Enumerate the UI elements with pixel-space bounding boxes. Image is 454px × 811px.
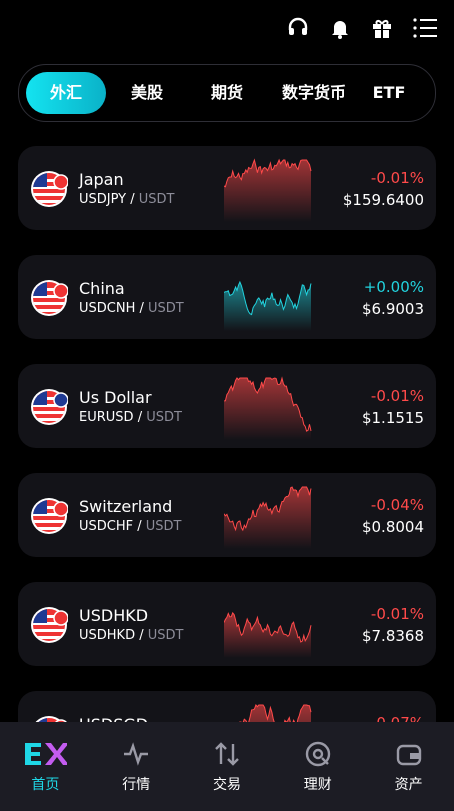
- nav-icon: [305, 741, 330, 767]
- market-name: Switzerland: [79, 497, 173, 516]
- pair-quote: USDT: [145, 519, 182, 534]
- sparkline: [224, 486, 312, 549]
- nav-icon: [124, 742, 149, 766]
- nav-label: 资产: [394, 777, 423, 793]
- flag-icon: [31, 498, 68, 534]
- pair-separator: /: [137, 410, 143, 425]
- pair-separator: /: [139, 628, 144, 643]
- market-name: Japan: [79, 170, 124, 189]
- bell-icon[interactable]: [328, 16, 352, 40]
- pair-base: USDJPY: [79, 192, 127, 207]
- market-card[interactable]: Us Dollar EURUSD / USDT -0.01% $1.1515: [18, 364, 436, 448]
- nav-item[interactable]: 理财: [272, 722, 363, 811]
- pair-base: USDCHF: [79, 519, 134, 534]
- market-card[interactable]: China USDCNH / USDT +0.00% $6.9003: [18, 255, 436, 339]
- nav-label: 交易: [212, 777, 241, 793]
- pair-quote: USDT: [146, 410, 182, 425]
- nav-item[interactable]: 资产: [363, 722, 454, 811]
- pair-separator: /: [139, 301, 144, 316]
- price: $7.8368: [361, 627, 424, 645]
- nav-icon: [396, 744, 421, 766]
- nav-icon: [25, 743, 68, 765]
- sparkline: [224, 280, 312, 331]
- market-name: China: [79, 279, 125, 298]
- bottom-nav: 首页 行情 交易 理财 资产: [0, 722, 454, 811]
- market-pair: USDHKD / USDT: [79, 628, 183, 643]
- pair-separator: /: [130, 192, 135, 207]
- nav-item[interactable]: 首页: [0, 722, 91, 811]
- market-pair: USDJPY / USDT: [79, 192, 175, 207]
- sparkline: [224, 158, 312, 222]
- pair-separator: /: [137, 519, 142, 534]
- change-percent: -0.04%: [370, 496, 424, 514]
- price: $0.8004: [361, 518, 424, 536]
- nav-label: 理财: [303, 777, 332, 793]
- price: $159.6400: [342, 191, 424, 209]
- tab[interactable]: 数字货币: [281, 83, 346, 102]
- tab[interactable]: 外汇: [26, 72, 106, 114]
- menu-icon[interactable]: [412, 16, 438, 40]
- pair-quote: USDT: [148, 301, 184, 316]
- change-percent: -0.01%: [370, 387, 424, 405]
- nav-icon: [215, 742, 239, 766]
- market-name: USDHKD: [79, 606, 149, 625]
- change-percent: +0.00%: [363, 278, 424, 296]
- tab[interactable]: ETF: [372, 83, 406, 102]
- market-card[interactable]: Switzerland USDCHF / USDT -0.04% $0.8004: [18, 473, 436, 557]
- support-icon[interactable]: [286, 16, 310, 40]
- sparkline: [224, 376, 312, 440]
- change-percent: -0.01%: [370, 169, 424, 187]
- flag-icon: [31, 389, 68, 425]
- market-name: Us Dollar: [79, 388, 152, 407]
- market-card[interactable]: USDHKD USDHKD / USDT -0.01% $7.8368: [18, 582, 436, 666]
- market-pair: EURUSD / USDT: [79, 410, 182, 425]
- market-card[interactable]: Japan USDJPY / USDT -0.01% $159.6400: [18, 146, 436, 230]
- nav-item[interactable]: 行情: [91, 722, 182, 811]
- pair-base: EURUSD: [79, 410, 134, 425]
- nav-item[interactable]: 交易: [182, 722, 273, 811]
- price: $6.9003: [361, 300, 424, 318]
- category-tabs: 外汇 美股 期货 数字货币 ETF: [18, 64, 436, 122]
- gift-icon[interactable]: [370, 16, 394, 40]
- pair-quote: USDT: [147, 628, 184, 643]
- nav-label: 首页: [31, 777, 60, 793]
- pair-base: USDHKD: [79, 628, 136, 643]
- header-icons: [286, 16, 438, 40]
- flag-icon: [31, 607, 68, 643]
- nav-label: 行情: [122, 777, 151, 793]
- price: $1.1515: [361, 409, 424, 427]
- tab[interactable]: 期货: [210, 83, 243, 102]
- pair-quote: USDT: [138, 192, 175, 207]
- tab[interactable]: 美股: [130, 83, 163, 102]
- flag-icon: [31, 280, 68, 316]
- flag-icon: [31, 171, 68, 207]
- market-pair: USDCHF / USDT: [79, 519, 182, 534]
- change-percent: -0.01%: [370, 605, 424, 623]
- sparkline: [224, 611, 312, 658]
- market-pair: USDCNH / USDT: [79, 301, 184, 316]
- pair-base: USDCNH: [79, 301, 136, 316]
